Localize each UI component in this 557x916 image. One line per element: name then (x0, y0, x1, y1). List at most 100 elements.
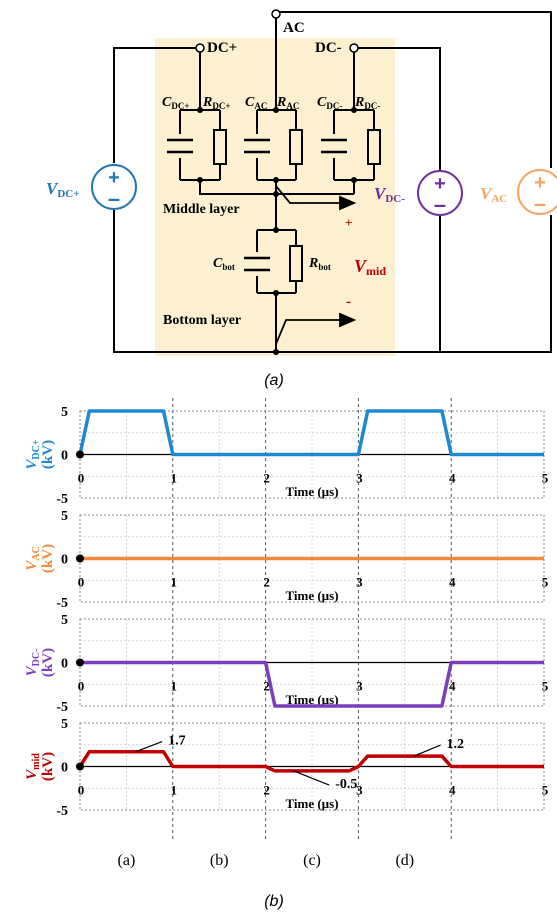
x-tick-label: 0 (78, 679, 85, 694)
resistor-dc-plus (213, 129, 227, 165)
y-tick-label: 5 (61, 717, 68, 732)
phase-label: (a) (118, 852, 136, 869)
x-axis-label: Time (µs) (285, 484, 338, 499)
x-tick-label: 3 (356, 783, 363, 798)
x-tick-label: 2 (263, 783, 270, 798)
y-axis-unit: (kV) (40, 752, 56, 781)
phase-label: (d) (395, 852, 414, 869)
svg-text:–: – (434, 192, 446, 217)
x-axis-label: Time (µs) (285, 796, 338, 811)
terminal-dc-plus-label: DC+ (207, 40, 237, 56)
circuit-wires (113, 11, 552, 353)
annotation-label: -0.5 (335, 777, 357, 792)
label-c-dc-minus: CDC- (317, 95, 342, 111)
x-tick-label: 2 (263, 679, 270, 694)
label-r-dc-minus: RDC- (354, 95, 380, 111)
label-vac: VAC (480, 184, 507, 205)
label-vdc-plus: VDC+ (46, 179, 80, 200)
annotation-leader (135, 740, 163, 753)
y-tick-label: 5 (61, 613, 68, 628)
svg-text:+: + (108, 167, 120, 189)
origin-dot (76, 450, 84, 459)
x-tick-label: 0 (78, 783, 85, 798)
x-axis-label: Time (µs) (285, 692, 338, 707)
x-tick-label: 4 (449, 575, 456, 590)
y-tick-label: 5 (61, 405, 68, 420)
origin-dot (76, 554, 84, 563)
capacitor-symbols (167, 138, 347, 272)
y-tick-label: 5 (61, 509, 68, 524)
terminals (195, 9, 359, 53)
x-tick-label: 5 (542, 679, 549, 694)
svg-text:+: + (534, 172, 546, 194)
terminal-dc-minus-label: DC- (315, 40, 342, 56)
y-axis-label-mid: Vmid (24, 753, 42, 780)
y-tick-label: 0 (61, 449, 68, 464)
label-c-dc-plus: CDC+ (162, 95, 189, 111)
series-line-dc (80, 660, 544, 708)
label-r-dc-plus: RDC+ (202, 95, 230, 111)
x-tick-label: 4 (449, 679, 456, 694)
circuit-diagram: + – + – + – AC DC+ DC- CDC+ RDC+ CAC RAC… (46, 9, 557, 356)
x-tick-label: 4 (449, 783, 456, 798)
phase-label: (b) (210, 852, 229, 869)
resistor-bot (289, 245, 303, 282)
label-vmid-minus: - (346, 294, 351, 310)
series-line-dc (78, 409, 544, 457)
label-c-bot: Cbot (213, 256, 235, 272)
annotation-leader (413, 744, 441, 757)
resistor-symbols (213, 129, 381, 282)
label-vmid-plus: + (345, 215, 352, 230)
annotation-leader (293, 770, 330, 786)
caption-a: (a) (264, 372, 284, 389)
y-axis-unit: (kV) (40, 544, 56, 573)
label-r-ac: RAC (276, 95, 299, 111)
origin-dot (76, 762, 84, 771)
x-tick-label: 4 (449, 471, 456, 486)
y-axis-unit: (kV) (40, 440, 56, 469)
series-line-mid (78, 749, 544, 773)
terminal-dc-plus-node (195, 43, 205, 53)
y-tick-label: 0 (61, 553, 68, 568)
y-tick-label: -5 (56, 492, 68, 507)
y-axis-label-dc: VDC+ (24, 439, 42, 469)
y-axis-unit: (kV) (40, 648, 56, 677)
resistor-dc-minus (367, 129, 381, 165)
vmid-arrows (275, 183, 357, 352)
x-tick-label: 1 (171, 471, 178, 486)
junction-dots (197, 107, 357, 355)
x-tick-label: 3 (356, 679, 363, 694)
terminal-dc-minus-node (349, 43, 359, 53)
annotation-label: 1.7 (168, 734, 186, 749)
svg-text:+: + (434, 173, 446, 195)
source-vdc-minus: + – (417, 170, 463, 217)
y-tick-label: -5 (56, 596, 68, 611)
phase-label: (c) (303, 852, 321, 869)
x-tick-label: 1 (171, 575, 178, 590)
svg-text:–: – (534, 191, 546, 216)
y-tick-label: -5 (56, 700, 68, 715)
x-tick-label: 5 (542, 471, 549, 486)
y-tick-label: -5 (56, 804, 68, 819)
x-tick-label: 2 (263, 575, 270, 590)
terminal-ac-label: AC (283, 20, 305, 36)
caption-b: (b) (264, 893, 284, 910)
x-tick-label: 5 (542, 783, 549, 798)
x-tick-label: 2 (263, 471, 270, 486)
label-bottom-layer: Bottom layer (163, 313, 241, 328)
x-tick-label: 1 (171, 783, 178, 798)
label-vdc-minus: VDC- (374, 184, 405, 205)
y-tick-label: 0 (61, 761, 68, 776)
x-tick-label: 0 (78, 575, 85, 590)
x-axis-label: Time (µs) (285, 588, 338, 603)
label-vmid: Vmid (354, 256, 386, 278)
annotation-label: 1.2 (447, 737, 465, 752)
x-tick-label: 1 (171, 679, 178, 694)
label-r-bot: Rbot (308, 256, 331, 272)
x-tick-label: 3 (356, 575, 363, 590)
origin-dot (76, 658, 84, 667)
x-tick-label: 0 (78, 471, 85, 486)
source-vac: + – (517, 169, 557, 216)
